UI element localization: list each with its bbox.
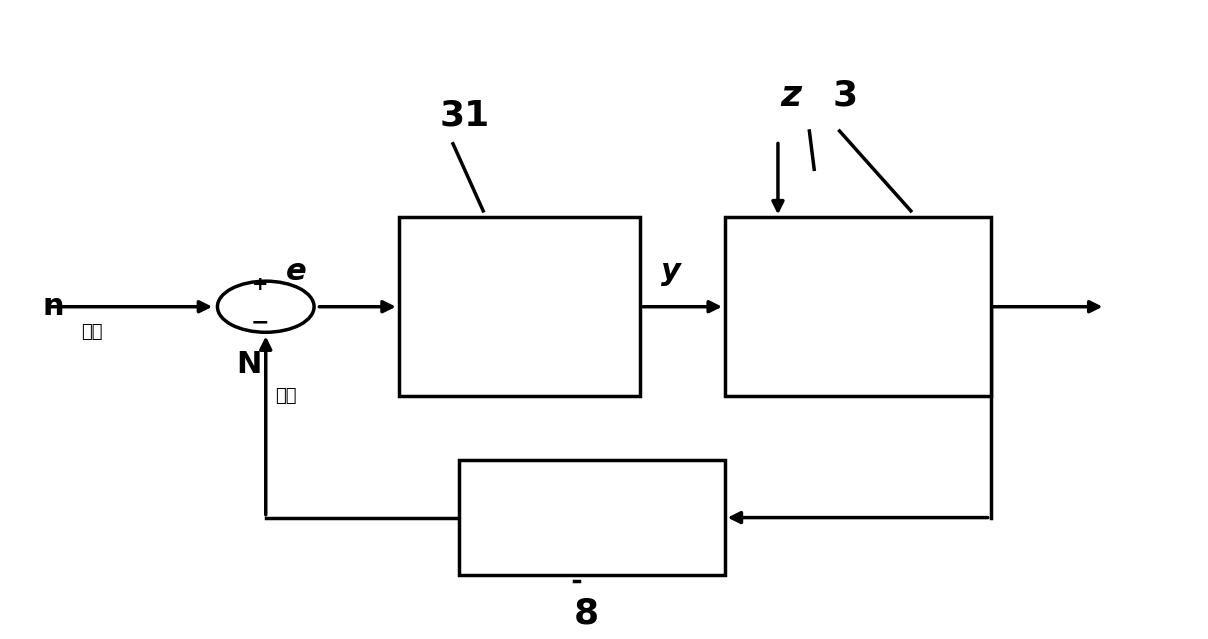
Text: −: − — [250, 312, 269, 333]
Text: 额定: 额定 — [81, 323, 103, 341]
Text: e: e — [285, 257, 307, 286]
Text: 3: 3 — [834, 79, 858, 113]
Text: 31: 31 — [440, 98, 490, 132]
Text: y: y — [661, 257, 680, 286]
FancyBboxPatch shape — [725, 217, 991, 396]
FancyBboxPatch shape — [399, 217, 640, 396]
Text: z: z — [780, 79, 802, 113]
FancyBboxPatch shape — [459, 460, 725, 575]
Text: $\mathbf{N}$: $\mathbf{N}$ — [236, 350, 260, 379]
Text: +: + — [251, 275, 268, 294]
Text: 8: 8 — [574, 596, 598, 631]
Text: 实际: 实际 — [275, 387, 297, 405]
Text: $\mathbf{n}$: $\mathbf{n}$ — [42, 292, 64, 321]
